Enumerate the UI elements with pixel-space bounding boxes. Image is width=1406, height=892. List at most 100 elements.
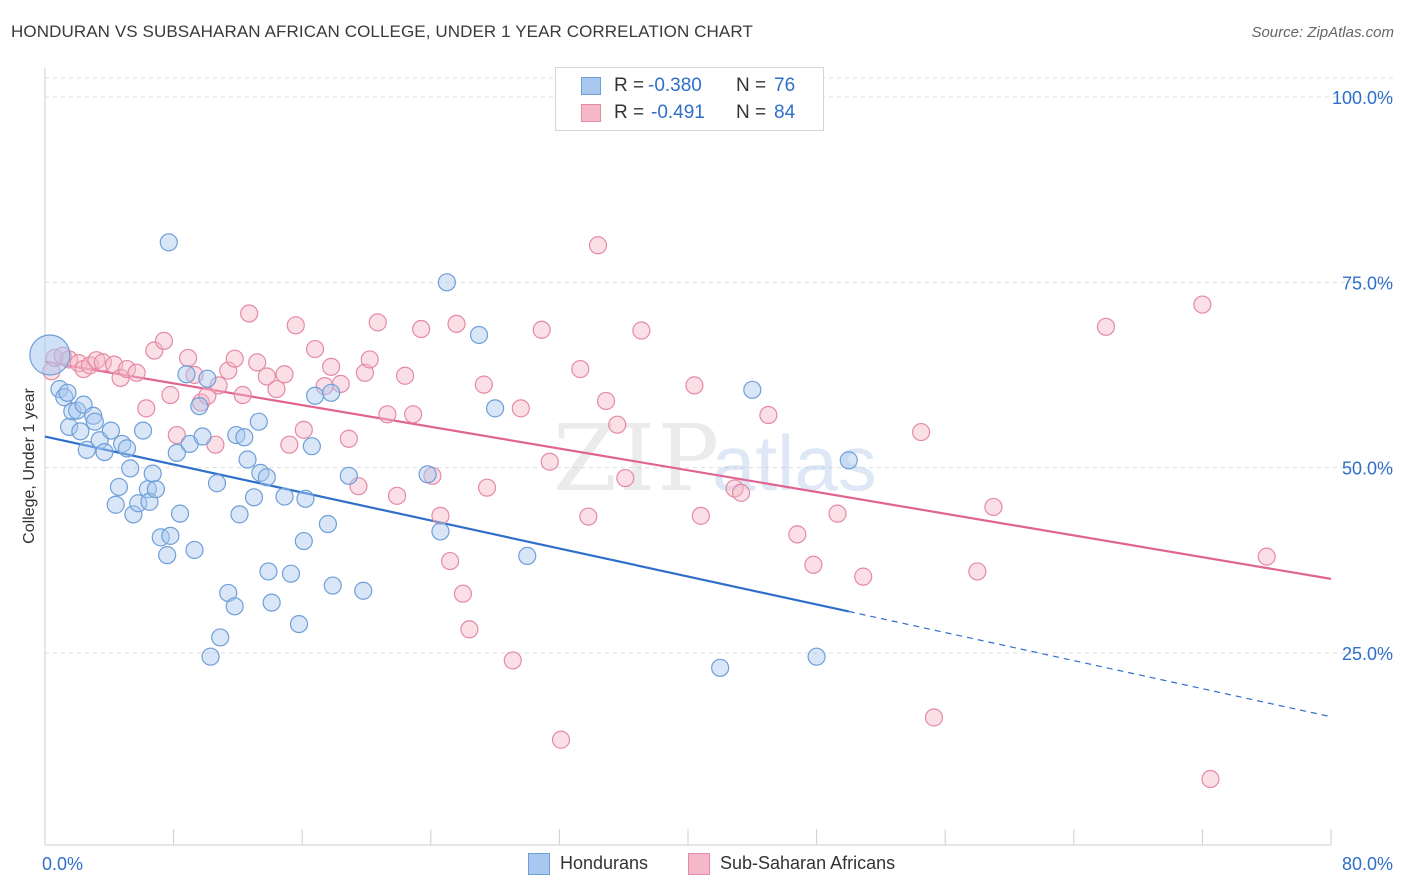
point-honduran [101, 421, 121, 440]
point-honduran [486, 399, 505, 418]
point-honduran [323, 576, 342, 595]
trend-lines [44, 360, 1332, 718]
x-tick-label: 80.0% [1342, 854, 1393, 874]
point-subsaharan [503, 651, 522, 670]
point-honduran [124, 505, 143, 524]
point-subsaharan [322, 357, 341, 376]
point-subsaharan [804, 555, 823, 574]
y-tick-label: 50.0% [1342, 459, 1393, 479]
point-subsaharan [111, 368, 130, 388]
point-honduran [158, 546, 177, 565]
point-subsaharan [257, 367, 276, 386]
point-subsaharan [154, 331, 174, 350]
y-tick-label: 100.0% [1332, 88, 1393, 108]
stats-n-label: N = [736, 75, 767, 96]
point-honduran [58, 383, 77, 402]
point-subsaharan [355, 363, 374, 382]
point-subsaharan [788, 525, 807, 544]
watermark: ZIP atlas [553, 405, 877, 512]
axes [44, 68, 1332, 846]
stats-n-value: 76 [774, 75, 796, 96]
point-honduran [170, 504, 190, 523]
point-subsaharan [225, 349, 244, 368]
point-honduran [339, 466, 358, 485]
point-subsaharan [360, 350, 379, 369]
legend-swatch-hondurans [528, 853, 550, 875]
point-honduran [249, 412, 268, 431]
point-honduran [77, 440, 96, 459]
point-subsaharan [267, 379, 286, 399]
point-subsaharan [240, 304, 259, 323]
point-honduran [143, 464, 162, 483]
point-honduran [159, 233, 178, 252]
point-subsaharan [440, 551, 460, 571]
watermark-atlas: atlas [712, 419, 877, 507]
chart-title: HONDURAN VS SUBSAHARAN AFRICAN COLLEGE, … [11, 22, 753, 41]
point-subsaharan [540, 452, 559, 471]
point-honduran [201, 647, 220, 666]
point-subsaharan [477, 478, 497, 497]
stats-r-value: -0.380 [648, 75, 702, 96]
point-honduran [302, 437, 321, 456]
point-subsaharan [571, 359, 590, 379]
legend-swatch-subsaharan [688, 853, 710, 875]
point-subsaharan [828, 504, 847, 523]
gridlines [45, 77, 1393, 654]
point-honduran [133, 421, 153, 440]
point-honduran [63, 402, 82, 421]
point-honduran [839, 451, 858, 470]
point-honduran [167, 443, 186, 462]
point-subsaharan [206, 435, 225, 454]
point-honduran [743, 380, 762, 399]
point-subsaharan [511, 399, 530, 418]
trend-line-hondurans [44, 435, 849, 613]
point-honduran [281, 564, 301, 583]
point-subsaharan [984, 497, 1003, 517]
point-honduran [418, 465, 437, 484]
stats-r-label: R = [614, 102, 645, 123]
point-honduran [146, 480, 166, 499]
stats-swatch-subsaharan [581, 104, 601, 122]
point-subsaharan [233, 385, 252, 405]
source-label: Source: ZipAtlas.com [1251, 24, 1394, 41]
point-subsaharan [691, 506, 710, 525]
point-subsaharan [209, 376, 228, 395]
point-subsaharan [339, 429, 358, 448]
point-subsaharan [579, 507, 598, 526]
point-honduran [318, 514, 338, 534]
legend-label-hondurans: Hondurans [560, 853, 649, 873]
point-honduran [151, 528, 170, 547]
legend-label-subsaharan: Sub-Saharan Africans [720, 853, 896, 873]
point-honduran [121, 459, 140, 478]
point-subsaharan [596, 391, 616, 411]
point-subsaharan [275, 365, 294, 384]
point-subsaharan [431, 506, 450, 525]
point-subsaharan [453, 584, 473, 603]
point-subsaharan [93, 353, 112, 372]
point-honduran [807, 647, 826, 666]
point-subsaharan [305, 339, 325, 359]
point-subsaharan [137, 399, 156, 418]
point-honduran [207, 474, 227, 493]
y-tick-label: 75.0% [1342, 273, 1393, 293]
point-honduran [262, 593, 281, 612]
point-subsaharan [315, 377, 334, 396]
point-subsaharan [532, 320, 551, 339]
point-subsaharan [608, 415, 627, 434]
point-honduran [71, 422, 90, 441]
point-honduran [289, 614, 309, 634]
point-subsaharan [759, 405, 778, 425]
point-honduran [469, 325, 489, 345]
stats-swatch-hondurans [581, 77, 601, 95]
point-subsaharan [368, 313, 387, 332]
point-subsaharan [1257, 547, 1276, 566]
point-subsaharan [167, 425, 186, 445]
trend-line-subsaharan [44, 360, 1332, 580]
point-subsaharan [219, 361, 238, 380]
point-honduran [235, 428, 254, 447]
watermark-zip: ZIP [553, 405, 721, 512]
point-honduran [257, 468, 276, 487]
point-subsaharan [286, 316, 305, 335]
point-honduran [177, 365, 196, 384]
